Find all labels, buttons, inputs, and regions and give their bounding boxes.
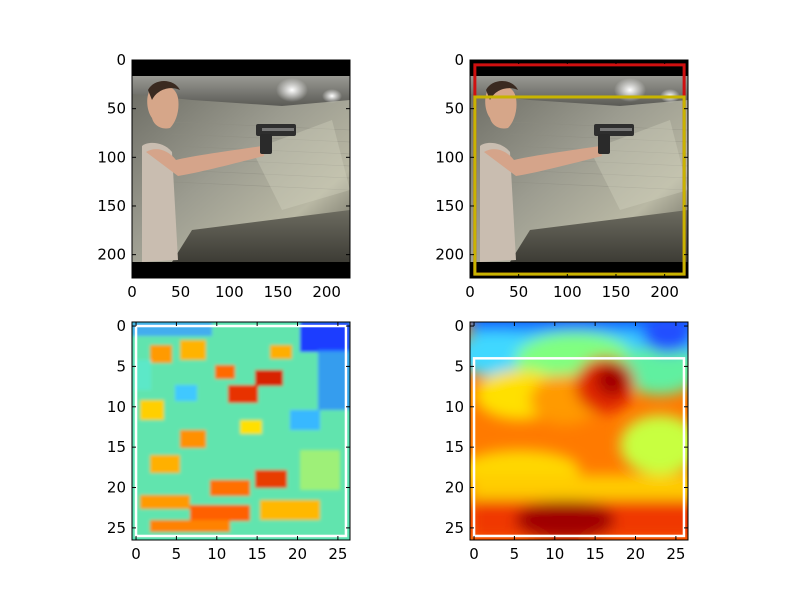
bounding-box — [134, 324, 348, 538]
x-tick-label: 100 — [215, 283, 244, 301]
y-tick-label: 5 — [116, 357, 126, 375]
x-tick-label: 150 — [264, 283, 293, 301]
bounding-box — [473, 95, 686, 276]
y-tick-label: 10 — [445, 398, 464, 416]
x-tick-label: 150 — [602, 283, 631, 301]
y-tick-label: 0 — [116, 317, 126, 335]
x-tick-label: 25 — [666, 545, 685, 563]
x-axis: 0 5 10 15 20 25 — [469, 322, 685, 563]
x-tick-label: 0 — [131, 545, 141, 563]
panel-photo: 0 50 100 150 200 0 50 100 150 200 — [97, 51, 351, 301]
plot-frame — [131, 321, 351, 541]
heatmap-image — [470, 322, 688, 540]
panel-smooth-heatmap: 0 5 10 15 20 25 0 5 10 15 20 25 — [445, 317, 689, 563]
y-tick-label: 200 — [435, 246, 464, 264]
x-tick-label: 200 — [650, 283, 679, 301]
y-tick-label: 25 — [445, 519, 464, 537]
y-axis: 0 50 100 150 200 — [97, 51, 350, 264]
y-tick-label: 15 — [445, 438, 464, 456]
y-tick-label: 15 — [107, 438, 126, 456]
plot-frame — [469, 321, 689, 541]
y-tick-label: 0 — [454, 51, 464, 69]
y-tick-label: 0 — [116, 51, 126, 69]
x-tick-label: 200 — [312, 283, 341, 301]
y-tick-label: 20 — [445, 479, 464, 497]
bounding-box — [472, 357, 686, 538]
y-axis: 0 50 100 150 200 — [435, 51, 688, 264]
x-tick-label: 50 — [509, 283, 528, 301]
x-tick-label: 100 — [553, 283, 582, 301]
y-tick-label: 10 — [107, 398, 126, 416]
plot-frame — [469, 59, 689, 279]
y-tick-label: 50 — [445, 100, 464, 118]
y-axis: 0 5 10 15 20 25 — [107, 317, 350, 537]
heatmap-image — [132, 322, 350, 540]
detection-boxes — [473, 63, 686, 276]
x-tick-label: 5 — [510, 545, 520, 563]
y-tick-label: 50 — [107, 100, 126, 118]
y-tick-label: 200 — [97, 246, 126, 264]
y-tick-label: 150 — [435, 197, 464, 215]
y-tick-label: 25 — [107, 519, 126, 537]
y-tick-label: 20 — [107, 479, 126, 497]
y-axis: 0 5 10 15 20 25 — [445, 317, 688, 537]
detection-boxes — [472, 357, 686, 538]
x-tick-label: 5 — [172, 545, 182, 563]
x-tick-label: 0 — [469, 545, 479, 563]
detection-boxes — [134, 324, 348, 538]
y-tick-label: 0 — [454, 317, 464, 335]
panel-photo-with-boxes: 0 50 100 150 200 0 50 100 150 200 — [435, 51, 689, 301]
plot-frame — [131, 59, 351, 279]
panel-noisy-heatmap: 0 5 10 15 20 25 0 5 10 15 20 25 — [107, 317, 351, 563]
x-tick-label: 15 — [248, 545, 267, 563]
y-tick-label: 150 — [97, 197, 126, 215]
x-axis: 0 50 100 150 200 — [465, 60, 679, 301]
x-tick-label: 20 — [626, 545, 645, 563]
y-tick-label: 100 — [97, 148, 126, 166]
x-tick-label: 0 — [127, 283, 137, 301]
y-tick-label: 100 — [435, 148, 464, 166]
x-tick-label: 15 — [586, 545, 605, 563]
y-tick-label: 5 — [454, 357, 464, 375]
x-axis: 0 50 100 150 200 — [127, 60, 341, 301]
x-tick-label: 50 — [171, 283, 190, 301]
x-tick-label: 0 — [465, 283, 475, 301]
x-tick-label: 10 — [207, 545, 226, 563]
x-tick-label: 25 — [328, 545, 347, 563]
x-axis: 0 5 10 15 20 25 — [131, 322, 347, 563]
x-tick-label: 20 — [288, 545, 307, 563]
x-tick-label: 10 — [545, 545, 564, 563]
